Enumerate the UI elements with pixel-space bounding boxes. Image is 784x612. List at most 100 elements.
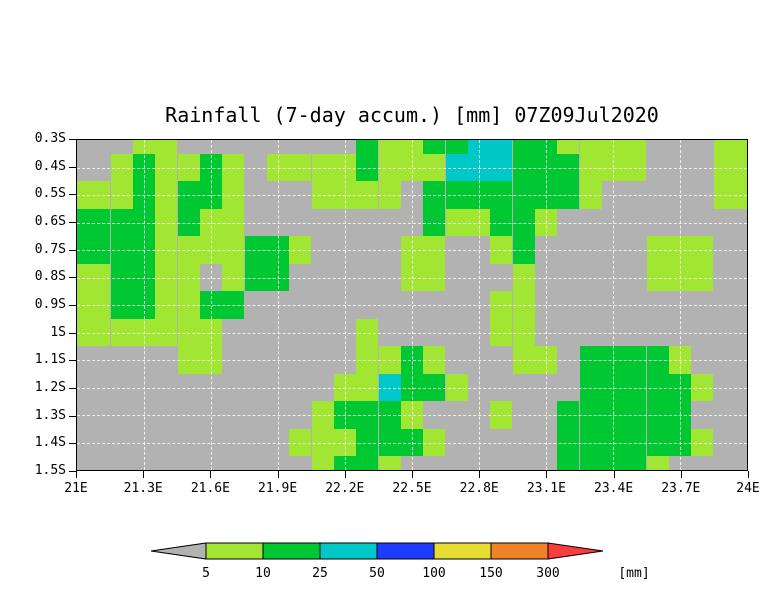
grid-cell (601, 140, 625, 154)
y-axis-tick (69, 388, 76, 389)
gridlines-layer (77, 140, 747, 470)
grid-cell (356, 140, 379, 154)
legend-colorbar: 5 10 25 50 100 150 300 [mm] (150, 542, 650, 581)
y-axis-tick (69, 166, 76, 168)
y-axis-tick (69, 194, 76, 196)
y-axis-tick (69, 305, 76, 306)
legend-arrow-above-max (547, 542, 604, 560)
grid-cell (735, 140, 747, 154)
x-axis-label: 23.7E (661, 481, 701, 496)
x-axis-label: 21.3E (123, 481, 163, 496)
y-axis-tick (69, 277, 76, 279)
gridline-horizontal (77, 305, 747, 306)
y-axis-label: 1.2S (34, 380, 66, 395)
legend-threshold-label: 150 (479, 566, 502, 581)
grid-cell (512, 140, 535, 154)
legend-unit-label: [mm] (618, 566, 649, 581)
grid-cell (534, 140, 558, 154)
y-axis-label: 0.3S (34, 131, 66, 146)
grid-cell (557, 140, 580, 154)
legend-swatch (262, 542, 321, 560)
y-axis-label: 1.5S (34, 463, 66, 478)
x-axis-tick (680, 471, 682, 478)
grid-cell (601, 456, 625, 470)
legend-threshold-label: 25 (312, 566, 328, 581)
x-axis-label: 23.1E (526, 481, 566, 496)
x-axis-label: 22.5E (392, 481, 432, 496)
x-axis-tick (143, 471, 145, 478)
gridline-horizontal (77, 250, 747, 251)
legend-threshold-label: 100 (422, 566, 445, 581)
grid-cell (311, 456, 334, 470)
legend-threshold-label: 10 (255, 566, 271, 581)
legend-swatch (205, 542, 264, 560)
grid-cell (579, 456, 602, 470)
x-axis-tick (613, 471, 615, 478)
color-legend: 5 10 25 50 100 150 300 [mm] (146, 540, 666, 586)
map-plot-area (76, 139, 748, 471)
grid-cell (467, 140, 491, 154)
gridline-horizontal (77, 415, 747, 416)
x-axis-label: 23.4E (594, 481, 634, 496)
gridline-horizontal (77, 167, 747, 169)
x-axis-tick (76, 471, 77, 478)
legend-swatch (376, 542, 435, 560)
x-axis-tick (748, 471, 749, 478)
grid-cell (557, 456, 580, 470)
y-axis-label: 1.4S (34, 435, 66, 451)
x-axis-label: 21.6E (190, 481, 230, 496)
gridline-horizontal (77, 195, 747, 196)
legend-swatch (433, 542, 492, 560)
x-axis-tick (546, 471, 548, 478)
grid-cell (445, 140, 468, 154)
grid-cell (378, 140, 401, 154)
gridline-horizontal (77, 387, 747, 389)
y-axis-tick (69, 415, 76, 417)
x-axis-tick (344, 471, 346, 478)
legend-threshold-label: 50 (369, 566, 385, 581)
grid-cell (400, 140, 424, 154)
y-axis-tick (69, 443, 76, 445)
grid-cell (713, 140, 736, 154)
y-axis-tick (69, 139, 76, 140)
y-axis-tick (69, 332, 76, 334)
grid-cell (490, 140, 513, 154)
chart-title: Rainfall (7-day accum.) [mm] 07Z09Jul202… (165, 103, 659, 127)
gridline-horizontal (77, 277, 747, 279)
grid-cell (155, 140, 178, 154)
x-axis-label: 21E (64, 481, 88, 496)
x-axis-label: 24E (736, 481, 760, 496)
x-axis-tick (210, 471, 212, 478)
legend-threshold-label: 300 (536, 566, 559, 581)
y-axis-label: 0.6S (34, 214, 66, 229)
legend-swatch (490, 542, 549, 560)
gridline-horizontal (77, 360, 747, 361)
grid-cell (333, 456, 357, 470)
y-axis-tick (69, 360, 76, 362)
x-axis-label: 21.9E (258, 481, 298, 496)
y-axis-label: 1S (50, 324, 66, 340)
legend-swatch (319, 542, 378, 560)
grid-cell (579, 140, 602, 154)
gridline-horizontal (77, 332, 747, 334)
grid-cell (423, 140, 446, 154)
grid-cell (132, 140, 156, 154)
gridline-horizontal (77, 222, 747, 224)
y-axis-tick (69, 471, 76, 472)
y-axis-label: 0.8S (34, 269, 66, 285)
x-axis-label: 22.2E (325, 481, 365, 496)
legend-threshold-label: 5 (202, 566, 210, 581)
y-axis-label: 0.7S (34, 241, 66, 257)
gridline-horizontal (77, 442, 747, 444)
y-axis-tick (69, 222, 76, 223)
legend-arrow-below-min (150, 542, 207, 560)
grid-cell (378, 456, 401, 470)
x-axis-tick (412, 471, 413, 478)
y-axis-label: 0.5S (34, 186, 66, 202)
x-axis-label: 22.8E (459, 481, 499, 496)
y-axis-label: 0.9S (34, 297, 66, 312)
grid-cell (356, 456, 379, 470)
